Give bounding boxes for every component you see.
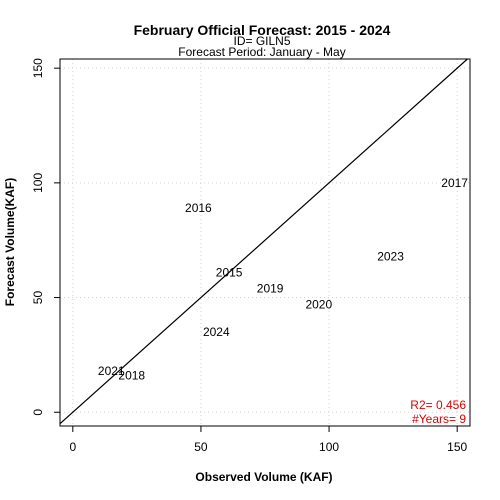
point-label-2021: 2021	[98, 364, 125, 378]
grid	[60, 59, 470, 426]
r2-stat: R2= 0.456	[410, 398, 466, 412]
point-label-2020: 2020	[305, 297, 332, 311]
point-label-2016: 2016	[185, 201, 212, 215]
reference-line-group	[59, 58, 468, 425]
y-tick-label-50: 50	[31, 291, 45, 305]
axis-ticks: 0 50 100 150 0 50 100 150	[31, 58, 468, 454]
one-to-one-line	[59, 58, 468, 425]
point-label-2024: 2024	[203, 325, 230, 339]
x-tick-label-0: 0	[69, 440, 76, 454]
data-points: 2015 2016 2017 2018 2019 2020 2021 2023 2024	[98, 176, 468, 383]
point-label-2018: 2018	[118, 369, 145, 383]
point-label-2023: 2023	[377, 249, 404, 263]
x-axis-label: Observed Volume (KAF)	[195, 470, 332, 484]
point-label-2019: 2019	[257, 281, 284, 295]
y-axis-label: Forecast Volume(KAF)	[3, 178, 17, 306]
point-label-2015: 2015	[216, 265, 243, 279]
y-tick-label-0: 0	[31, 409, 45, 416]
x-tick-label-50: 50	[194, 440, 208, 454]
years-count-stat: #Years= 9	[412, 412, 466, 426]
x-tick-label-100: 100	[319, 440, 339, 454]
chart-title: February Official Forecast: 2015 - 2024	[134, 22, 391, 38]
y-tick-label-100: 100	[31, 173, 45, 193]
chart-subtitle-period: Forecast Period: January - May	[178, 45, 345, 59]
y-tick-label-150: 150	[31, 58, 45, 78]
plot-area-frame	[59, 58, 471, 427]
point-label-2017: 2017	[441, 176, 468, 190]
chart-subtitle-id: ID= GILN5	[233, 34, 290, 48]
x-tick-label-150: 150	[447, 440, 467, 454]
